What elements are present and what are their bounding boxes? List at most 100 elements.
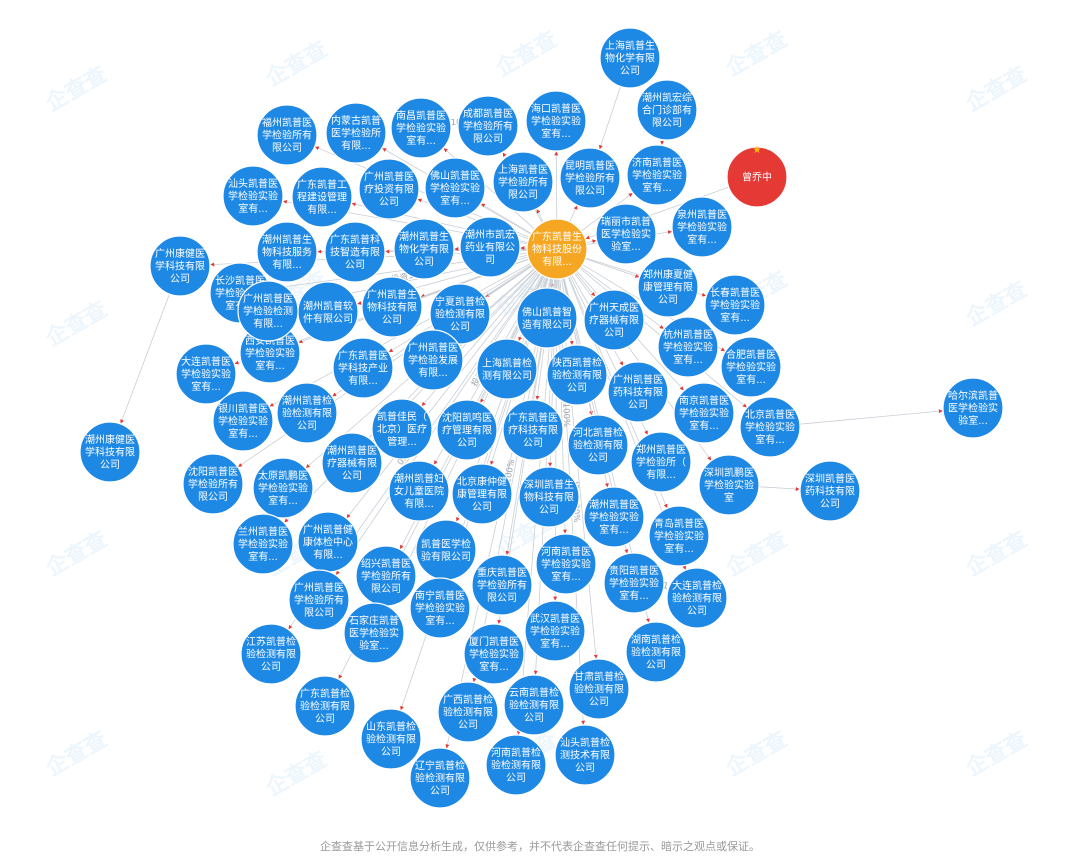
node-circle[interactable] [457, 95, 519, 157]
company-node[interactable]: 武汉凯普医学检验实验室有... [524, 600, 586, 662]
node-circle[interactable] [626, 144, 688, 206]
person-node[interactable]: 曾乔中 [726, 146, 788, 208]
company-node[interactable]: 潮州康健医学科技有限公司 [79, 421, 141, 483]
company-node[interactable]: 北京凯普医学检验实验室有... [739, 396, 801, 458]
node-circle[interactable] [583, 289, 645, 351]
node-circle[interactable] [321, 432, 383, 494]
company-node[interactable]: 广东凯普医学科技产业有限... [332, 337, 394, 399]
company-node[interactable]: 南昌凯普医学检验实验室有... [390, 97, 452, 159]
company-node[interactable]: 沈阳凯鸣医疗管理有限公司 [436, 399, 498, 461]
company-node[interactable]: 深圳凯普生物科技有限公司 [518, 466, 580, 528]
node-circle[interactable] [256, 104, 318, 166]
node-circle[interactable] [595, 203, 657, 265]
node-circle[interactable] [671, 196, 733, 258]
company-node[interactable]: 佛山凯普医学检验实验室有... [424, 157, 486, 219]
node-circle[interactable] [463, 623, 525, 685]
node-circle[interactable] [182, 453, 244, 515]
node-circle[interactable] [554, 724, 616, 786]
node-circle[interactable] [526, 218, 588, 280]
company-node[interactable]: 大连凯普检验检测有限公司 [666, 567, 728, 629]
company-node[interactable]: 石家庄凯普医学检验实验室... [343, 602, 405, 664]
node-circle[interactable] [437, 681, 499, 743]
company-node[interactable]: 兰州凯普医学检验实验室有... [232, 513, 294, 575]
node-circle[interactable] [325, 102, 387, 164]
node-circle[interactable] [516, 287, 578, 349]
company-node[interactable]: 广州凯普医疗投资有限公司 [358, 158, 420, 220]
company-node[interactable]: 凯普医学检验有限公司 [415, 519, 477, 581]
node-circle[interactable] [294, 675, 356, 737]
company-node[interactable]: 佛山凯普智造有限公司 [516, 287, 578, 349]
node-circle[interactable] [471, 554, 533, 616]
company-node[interactable]: 银川凯普医学检验实验室有... [212, 390, 274, 452]
node-circle[interactable] [324, 221, 386, 283]
company-node[interactable]: 河北凯普检验检测有限公司 [567, 414, 629, 476]
node-circle[interactable] [232, 513, 294, 575]
node-circle[interactable] [222, 165, 284, 227]
company-node[interactable]: 广州天成医疗器械有限公司 [583, 289, 645, 351]
node-circle[interactable] [343, 602, 405, 664]
company-node[interactable]: 广东凯普工程建设管理有限... [291, 166, 353, 228]
company-node[interactable]: 昆明凯普医学检验所有限公司 [559, 147, 621, 209]
node-circle[interactable] [358, 158, 420, 220]
company-node[interactable]: 广州凯普医学检验所有限公司 [288, 569, 350, 631]
company-node[interactable]: 广州康健医学科技有限公司 [149, 235, 211, 297]
node-circle[interactable] [409, 577, 471, 639]
company-node[interactable]: 郑州凯普医学检验所（有限... [630, 431, 692, 493]
node-circle[interactable] [502, 399, 564, 461]
node-circle[interactable] [525, 90, 587, 152]
node-circle[interactable] [390, 97, 452, 159]
node-circle[interactable] [518, 466, 580, 528]
node-circle[interactable] [568, 658, 630, 720]
node-circle[interactable] [524, 600, 586, 662]
company-node[interactable]: 南宁凯普医学检验实验室有... [409, 577, 471, 639]
company-node[interactable]: 深圳凯鹏医学检验实验室 [698, 454, 760, 516]
company-node[interactable]: 潮州凯宏综合门诊部有限公司 [636, 79, 698, 141]
company-node[interactable]: 广东凯普检验检测有限公司 [294, 675, 356, 737]
company-node[interactable]: 贵阳凯普医学检验实验室有... [603, 552, 665, 614]
company-node[interactable]: 南京凯普医学检验实验室有... [673, 382, 735, 444]
company-node[interactable]: 绍兴凯普医学检验所有限公司 [355, 545, 417, 607]
node-circle[interactable] [476, 338, 538, 400]
company-node[interactable]: 辽宁凯普检验检测有限公司 [409, 747, 471, 809]
company-node[interactable]: 广州凯普医学检验检测有限... [237, 280, 299, 342]
node-circle[interactable] [332, 337, 394, 399]
node-circle[interactable] [276, 382, 338, 444]
company-node[interactable]: 太原凯鹏医学检验实验室有... [252, 457, 314, 519]
node-circle[interactable] [942, 377, 1004, 439]
company-node[interactable]: 凯普佳民（北京）医疗管理... [371, 398, 433, 460]
node-circle[interactable] [240, 623, 302, 685]
company-node[interactable]: 潮州凯普检验检测有限公司 [276, 382, 338, 444]
company-node[interactable]: 广州凯普医学检验发展有限... [402, 329, 464, 391]
node-circle[interactable] [739, 396, 801, 458]
company-node[interactable]: 哈尔滨凯普医学检验实验室... [942, 377, 1004, 439]
company-node[interactable]: 汕头凯普检测技术有限公司 [554, 724, 616, 786]
node-circle[interactable] [371, 398, 433, 460]
node-circle[interactable] [492, 151, 554, 213]
node-circle[interactable] [79, 421, 141, 483]
node-circle[interactable] [637, 256, 699, 318]
node-circle[interactable] [459, 216, 521, 278]
company-node[interactable]: 广东凯普科技智造有限公司 [324, 221, 386, 283]
node-circle[interactable] [409, 747, 471, 809]
node-circle[interactable] [451, 463, 513, 525]
company-node[interactable]: 济南凯普医学检验实验室有... [626, 144, 688, 206]
company-node[interactable]: 潮州凯普软件有限公司 [297, 281, 359, 343]
node-circle[interactable] [424, 157, 486, 219]
node-circle[interactable] [603, 552, 665, 614]
node-circle[interactable] [252, 457, 314, 519]
node-circle[interactable] [402, 329, 464, 391]
node-circle[interactable] [361, 276, 423, 338]
company-node[interactable]: 陕西凯普检验检测有限公司 [546, 344, 608, 406]
company-node[interactable]: 潮州市凯宏药业有限公司 [459, 216, 521, 278]
node-circle[interactable] [636, 79, 698, 141]
node-circle[interactable] [726, 146, 788, 208]
node-circle[interactable] [393, 218, 455, 280]
company-node[interactable]: 福州凯普医学检验所有限公司 [256, 104, 318, 166]
company-node[interactable]: 甘肃凯普检验检测有限公司 [568, 658, 630, 720]
node-circle[interactable] [149, 235, 211, 297]
company-node[interactable]: 杭州凯普医学检验实验室有... [657, 316, 719, 378]
company-node[interactable]: 成都凯普医学检验所有限公司 [457, 95, 519, 157]
center-company-node[interactable]: 广东凯普生物科技股份有限... [526, 218, 588, 280]
company-node[interactable]: 河南凯普医学检验实验室有... [535, 533, 597, 595]
